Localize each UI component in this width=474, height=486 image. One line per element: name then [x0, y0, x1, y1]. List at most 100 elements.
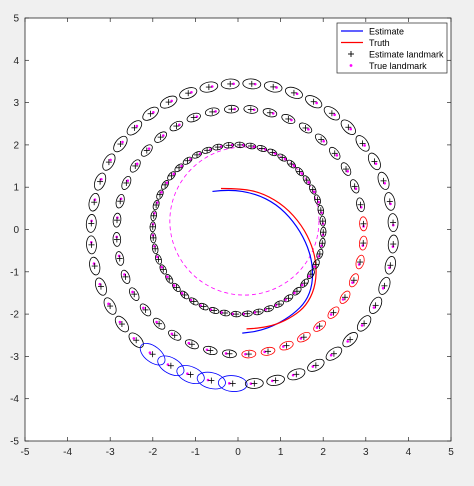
true-landmark-outer — [253, 82, 257, 86]
estimate-landmark-mid — [122, 273, 129, 280]
estimate-landmark-outer — [97, 283, 104, 290]
estimate-landmark-inner — [279, 154, 286, 161]
true-landmark-mid — [170, 332, 174, 336]
landmark-covariance-ellipse — [256, 145, 268, 152]
landmark-covariance-ellipse — [167, 171, 176, 181]
true-landmark-inner — [274, 152, 277, 155]
true-landmark-inner — [198, 152, 202, 156]
landmark-covariance-ellipse — [222, 349, 237, 359]
estimate-landmark-inner — [222, 310, 229, 317]
estimate-landmark-inner — [153, 202, 160, 209]
estimate-landmark-inner — [296, 168, 303, 175]
landmark-covariance-ellipse — [180, 290, 190, 300]
estimate-landmark-inner — [285, 295, 292, 302]
estimate-landmark-outer — [251, 380, 258, 387]
true-landmark-outer — [132, 337, 136, 340]
y-tick-label: 5 — [13, 14, 19, 25]
y-tick-label: 0 — [13, 225, 19, 236]
estimate-landmark-mid — [228, 106, 235, 113]
estimate-landmark-inner — [150, 212, 157, 219]
true-landmark-inner — [293, 291, 296, 295]
true-landmark-outer — [329, 353, 333, 357]
landmark-covariance-ellipse — [154, 131, 168, 143]
landmark-covariance-ellipse — [319, 237, 326, 249]
true-landmark-outer — [315, 101, 318, 105]
landmark-covariance-ellipse — [300, 278, 309, 288]
estimate-landmark-outer — [185, 90, 192, 97]
x-tick-label: 4 — [406, 447, 412, 458]
y-tick-label: -1 — [10, 267, 19, 278]
true-landmark-mid — [131, 290, 134, 294]
estimate-landmark-mid — [360, 220, 367, 227]
landmark-covariance-ellipse — [245, 142, 257, 150]
estimate-landmark-outer — [91, 199, 98, 206]
estimate-landmark-mid — [285, 115, 292, 122]
estimate-landmark-inner — [313, 261, 320, 268]
landmark-covariance-ellipse — [157, 355, 185, 377]
x-tick-label: 3 — [363, 447, 369, 458]
true-landmark-mid — [341, 298, 345, 301]
estimate-landmark-outer — [345, 124, 352, 131]
landmark-covariance-ellipse — [159, 264, 167, 275]
estimate-landmark-outer — [380, 177, 387, 184]
legend-label: Estimate — [369, 27, 404, 37]
true-landmark-inner — [165, 181, 169, 185]
true-landmark-inner — [230, 143, 234, 147]
landmark-covariance-ellipse — [150, 210, 157, 222]
landmark-covariance-ellipse — [102, 153, 116, 171]
landmark-covariance-ellipse — [241, 349, 257, 359]
landmark-covariance-ellipse — [329, 146, 341, 160]
true-landmark-inner — [172, 284, 176, 287]
true-landmark-inner — [307, 180, 310, 184]
estimate-landmark-inner — [155, 256, 162, 263]
estimate-landmark-inner — [162, 181, 169, 188]
landmark-covariance-ellipse — [377, 171, 390, 190]
estimate-landmark-mid — [173, 123, 180, 130]
estimate-landmark-outer — [310, 98, 317, 105]
estimate-landmark-mid — [131, 291, 138, 298]
true-landmark-mid — [315, 326, 319, 329]
true-landmark-outer — [170, 99, 173, 103]
true-landmark-inner — [253, 311, 257, 314]
landmark-covariance-ellipse — [115, 193, 125, 209]
legend-label: Estimate landmark — [369, 50, 444, 60]
landmark-covariance-ellipse — [305, 95, 323, 109]
landmark-covariance-ellipse — [356, 315, 372, 332]
landmark-covariance-ellipse — [378, 276, 391, 295]
true-landmark-mid — [354, 187, 358, 191]
landmark-covariance-ellipse — [295, 167, 304, 177]
true-landmark-inner — [300, 172, 304, 175]
true-landmark-outer — [383, 181, 386, 185]
estimate-landmark-mid — [142, 306, 149, 313]
true-landmark-outer — [372, 306, 376, 309]
true-landmark-inner — [220, 311, 223, 314]
legend-label: Truth — [369, 38, 390, 48]
true-landmark-mid — [244, 352, 247, 356]
landmark-covariance-ellipse — [277, 153, 288, 162]
landmark-covariance-ellipse — [186, 112, 201, 123]
landmark-covariance-ellipse — [112, 232, 122, 247]
estimate-landmark-inner — [233, 311, 240, 318]
true-landmark-outer — [271, 379, 274, 383]
estimate-landmark-outer — [149, 351, 156, 358]
landmark-covariance-ellipse — [159, 95, 178, 109]
planned-path-circle — [169, 146, 320, 296]
legend-dot-swatch — [349, 64, 353, 67]
landmark-covariance-ellipse — [112, 212, 122, 228]
estimate-landmark-inner — [301, 280, 308, 287]
landmark-covariance-ellipse — [349, 179, 360, 194]
axes-layer: -5 -4 -3 -2 -1 0 1 2 3 4 5 -5 -4 -3 -2 -1 0 1 2 3 4 5 — [10, 14, 454, 459]
estimate-landmark-outer — [371, 158, 378, 165]
landmark-covariance-ellipse — [142, 106, 159, 121]
landmark-covariance-ellipse — [387, 213, 399, 233]
true-landmark-outer — [381, 286, 385, 290]
estimate-landmark-mid — [114, 217, 121, 224]
landmark-covariance-ellipse — [283, 294, 294, 303]
true-landmark-inner — [160, 265, 164, 269]
estimate-landmark-outer — [205, 84, 212, 91]
estimate-landmark-mid — [247, 106, 254, 113]
estimate-landmark-inner — [276, 301, 283, 308]
x-tick-label: 1 — [278, 447, 284, 458]
landmark-covariance-ellipse — [220, 78, 240, 90]
landmark-covariance-ellipse — [151, 243, 159, 255]
